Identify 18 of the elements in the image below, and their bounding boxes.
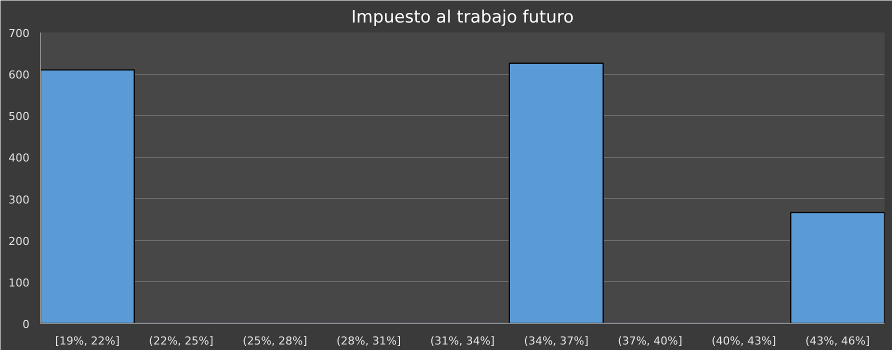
x-tick-label: (22%, 25%] [148,334,214,348]
x-tick-label: [19%, 22%] [55,334,120,348]
y-tick-label: 600 [8,68,30,82]
chart-title: Impuesto al trabajo futuro [351,8,574,28]
y-tick-label: 700 [8,27,30,40]
x-tick-label: (37%, 40%] [618,334,682,348]
y-tick-label: 300 [8,193,30,206]
y-tick-label: 0 [22,318,30,331]
x-tick-label: (31%, 34%] [430,334,495,348]
x-tick-label: (28%, 31%] [336,334,401,348]
y-tick-label: 100 [8,276,30,290]
x-tick-label: (43%, 46%] [805,334,870,348]
x-tick-label: (40%, 43%] [712,334,776,348]
y-tick-label: 200 [8,234,30,248]
y-tick-label: 400 [8,152,30,165]
x-tick-label: (25%, 28%] [242,334,308,348]
y-tick-label: 500 [8,110,30,124]
x-tick-label: (34%, 37%] [524,334,589,348]
